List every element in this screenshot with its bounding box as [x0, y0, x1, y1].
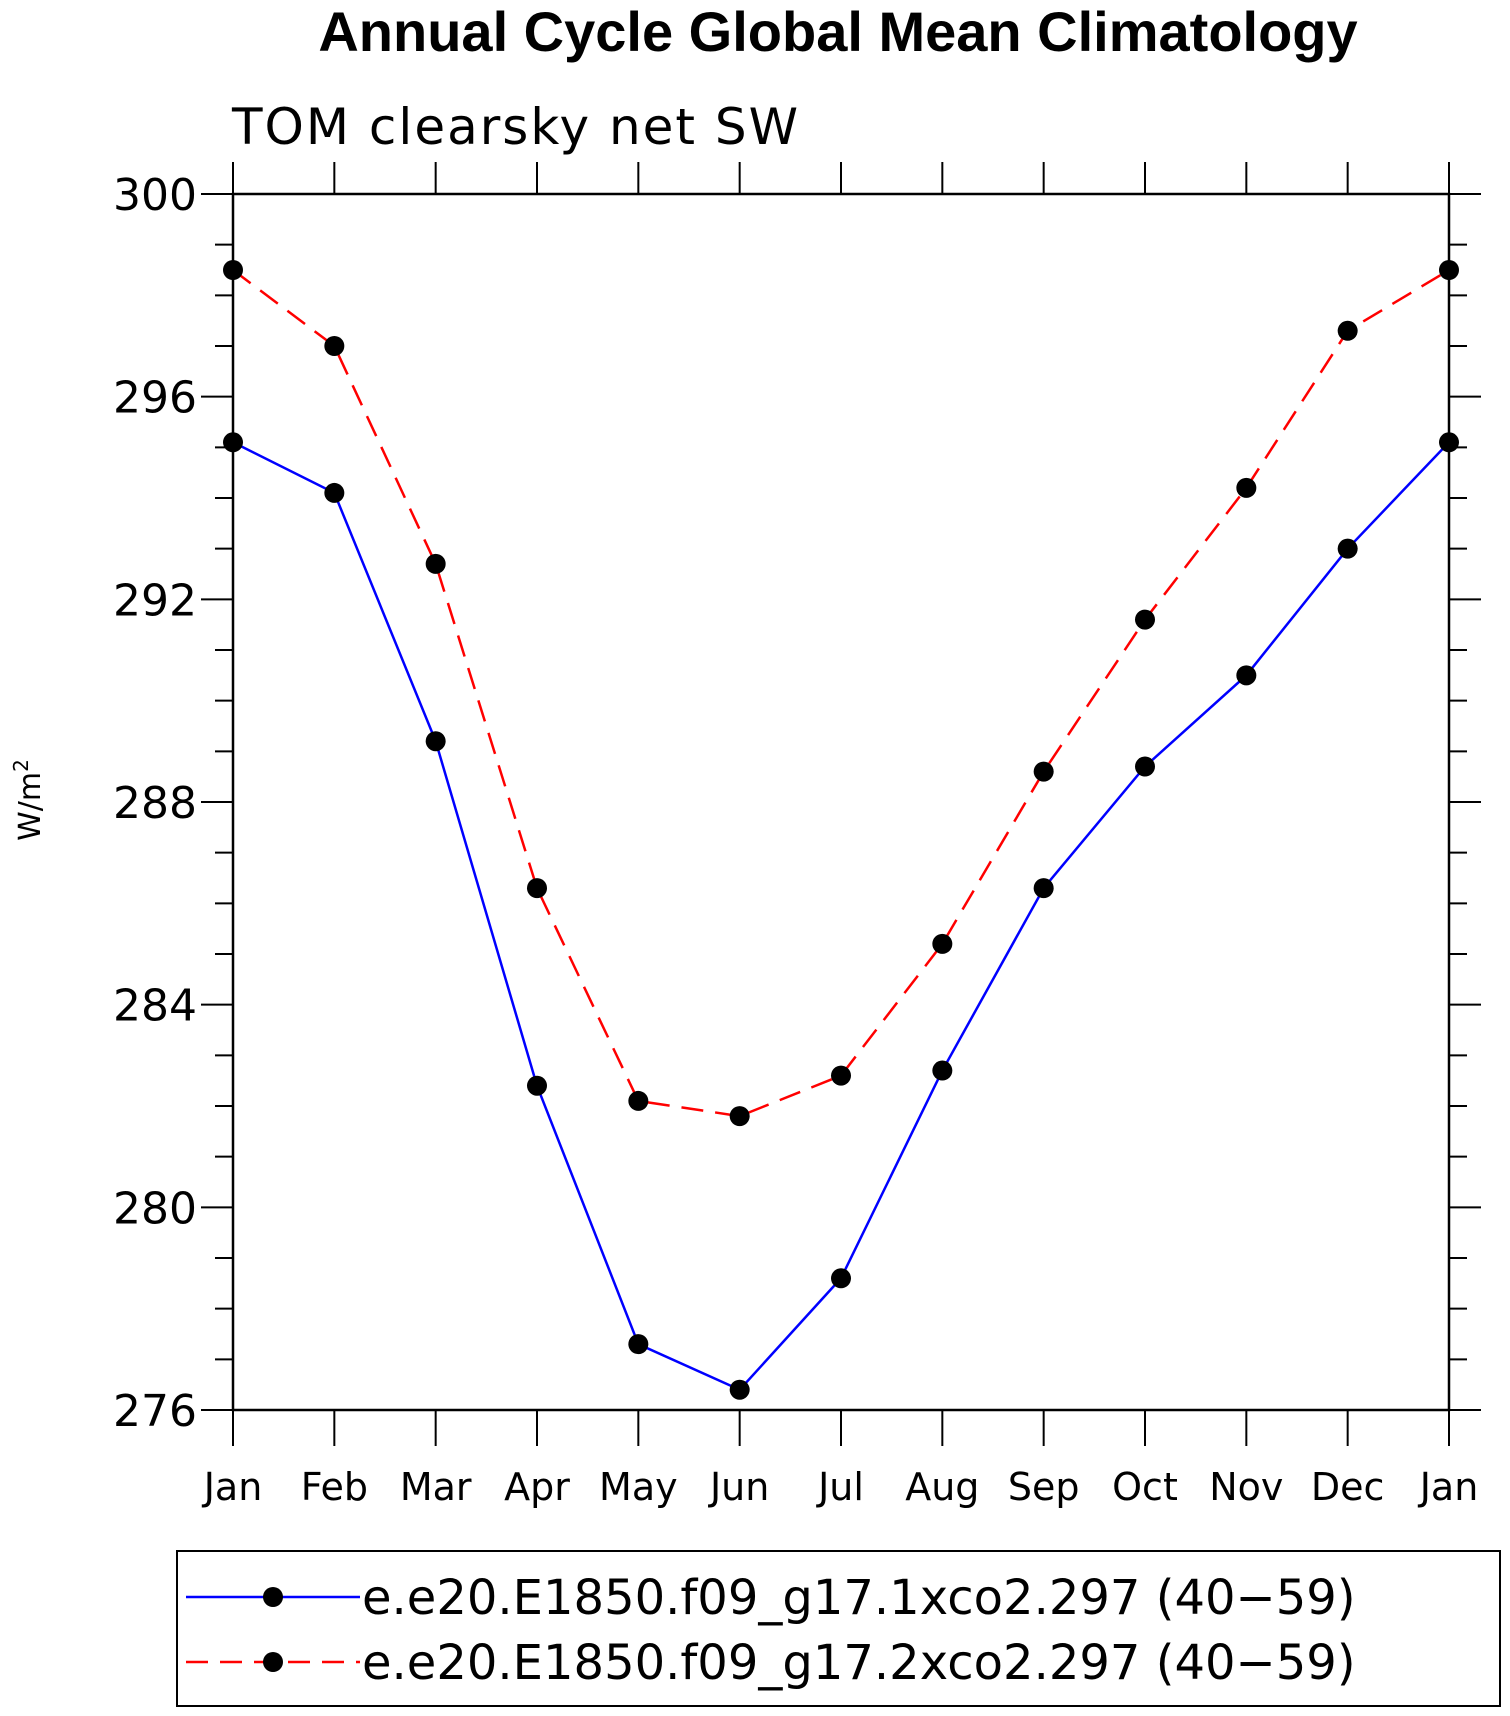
series-1-point: [324, 482, 345, 503]
x-tick-label: Mar: [400, 1465, 472, 1509]
x-tick-label: May: [599, 1465, 678, 1509]
x-tick-label: Apr: [504, 1465, 570, 1509]
series-2-point: [1135, 609, 1155, 630]
series-1-point: [932, 1060, 953, 1081]
y-tick-label: 276: [113, 1386, 197, 1437]
series-2-point: [1439, 260, 1459, 280]
series-2-point: [527, 878, 547, 899]
series-1-point: [729, 1379, 750, 1400]
x-tick-label: Nov: [1209, 1465, 1283, 1509]
y-tick-label: 296: [113, 373, 197, 424]
legend: e.e20.E1850.f09_g17.1xco2.297 (40−59) e.e…: [176, 1550, 1501, 1707]
y-tick-label: 280: [113, 1183, 197, 1234]
series-1-point: [1135, 756, 1155, 777]
series-1-point: [1033, 878, 1054, 899]
x-tick-label: Jan: [202, 1465, 263, 1509]
series-2-point: [932, 933, 953, 954]
series-2-point: [223, 260, 243, 280]
series-2-point: [1033, 761, 1054, 782]
y-tick-label: 288: [113, 778, 197, 829]
series-2-point: [324, 336, 345, 356]
x-tick-label: Oct: [1112, 1465, 1178, 1509]
legend-label-1: e.e20.E1850.f09_g17.1xco2.297 (40−59): [362, 1570, 1356, 1626]
chart-title: Annual Cycle Global Mean Climatology: [318, 0, 1357, 63]
series-2-point: [729, 1106, 750, 1127]
legend-marker-1: [263, 1587, 283, 1607]
series-2-point: [1236, 477, 1257, 498]
series-line-1: [232, 441, 1450, 1392]
plot-frame: [231, 192, 1451, 1412]
y-tick-label: 300: [113, 170, 197, 221]
x-tick-label: Aug: [905, 1465, 979, 1509]
x-tick-label: Feb: [301, 1465, 368, 1509]
series-2-point: [831, 1065, 851, 1086]
y-tick-label: 284: [113, 981, 197, 1032]
series-1-point: [425, 731, 446, 752]
series-2-point: [425, 553, 446, 574]
legend-marker-2: [263, 1652, 283, 1672]
chart-subtitle: TOM clearsky net SW: [231, 98, 800, 156]
series-1-point: [1439, 432, 1459, 453]
series-1-point: [1337, 538, 1358, 559]
x-tick-label: Jul: [816, 1465, 864, 1509]
y-axis-label: W/m2: [9, 759, 48, 841]
series-2-point: [628, 1090, 649, 1111]
x-tick-label: Jan: [1418, 1465, 1479, 1509]
legend-label-2: e.e20.E1850.f09_g17.2xco2.297 (40−59): [362, 1635, 1356, 1691]
axes: 276 280 284 288 292 296 300 Jan Feb Mar Apr May Jun J…: [113, 162, 1481, 1509]
series-1-point: [527, 1075, 547, 1096]
x-tick-label: Jun: [708, 1465, 769, 1509]
series-1-point: [628, 1334, 649, 1355]
y-axis-label-superscript: 2: [9, 759, 33, 772]
series-1-point: [223, 432, 243, 453]
x-tick-label: Dec: [1311, 1465, 1385, 1509]
y-tick-label: 292: [113, 575, 197, 626]
series-1-point: [1236, 665, 1257, 686]
series-1-point: [831, 1268, 851, 1289]
legend-box: [176, 1550, 1501, 1707]
series-2-point: [1337, 320, 1358, 341]
series-layer: [223, 260, 1459, 1400]
y-axis-label-text: W/m: [13, 772, 48, 841]
x-tick-label: Sep: [1008, 1465, 1080, 1509]
